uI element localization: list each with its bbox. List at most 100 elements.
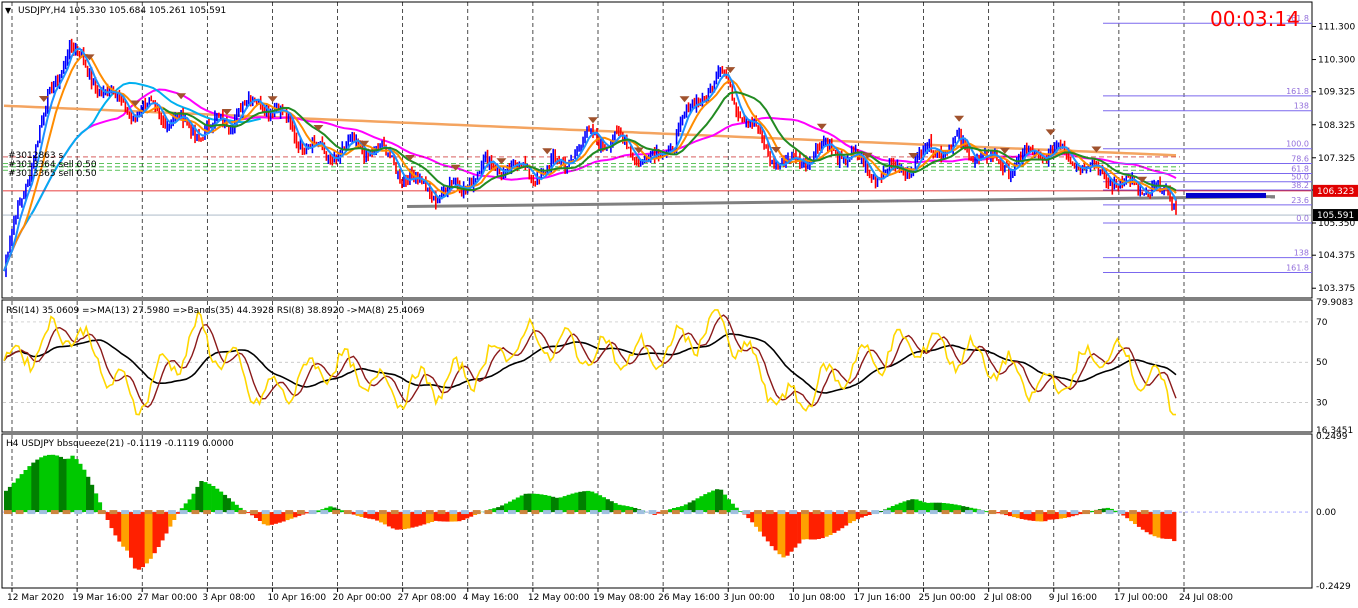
squeeze-bar (465, 512, 470, 519)
squeeze-bar (433, 512, 438, 521)
fib-level-label: 61.8 (1291, 164, 1309, 173)
squeeze-bar (164, 512, 169, 534)
squeeze-dot (1082, 510, 1090, 515)
squeeze-dot (168, 510, 176, 515)
time-tick-label: 20 Apr 00:00 (333, 593, 392, 603)
price-tick-label: 111.300 (1318, 23, 1355, 33)
squeeze-dot (672, 510, 680, 515)
squeeze-bar (586, 490, 591, 513)
squeeze-bar (695, 498, 700, 513)
squeeze-dot (929, 510, 938, 515)
squeeze-bar (547, 495, 552, 512)
squeeze-bar (601, 497, 606, 513)
squeeze-bar (531, 493, 536, 513)
squeeze-dot (191, 510, 200, 515)
squeeze-bar (394, 512, 399, 530)
squeeze-pane[interactable] (1, 433, 1313, 589)
time-tick-label: 17 Jul 00:00 (1114, 593, 1168, 603)
ma-slow-line (3, 53, 1177, 272)
time-tick-label: 12 Mar 2020 (7, 593, 64, 603)
squeeze-bar (937, 502, 942, 512)
squeeze-bar (1062, 512, 1067, 518)
squeeze-bar (152, 512, 157, 554)
squeeze-bar (35, 459, 40, 512)
squeeze-dot (50, 510, 59, 515)
time-tick-label: 27 Apr 08:00 (398, 593, 457, 603)
squeeze-bar (894, 504, 899, 513)
squeeze-bar (941, 503, 946, 513)
squeeze-bar (1160, 512, 1165, 539)
squeeze-bar (183, 503, 188, 512)
sell-arrow-icon (816, 123, 827, 130)
squeeze-bar (410, 512, 415, 528)
squeeze-bar (1144, 512, 1149, 533)
sell-arrow-icon (496, 158, 507, 165)
squeeze-bar (824, 512, 829, 537)
squeeze-dot (496, 510, 504, 515)
squeeze-dot (156, 510, 165, 515)
squeeze-bar (191, 493, 196, 513)
price-pane[interactable] (1, 1, 1313, 299)
squeeze-bar (683, 504, 689, 513)
time-tick-label: 19 May 08:00 (593, 593, 655, 603)
time-tick-label: 10 Jun 08:00 (788, 593, 845, 603)
squeeze-dot (74, 510, 83, 515)
squeeze-dot (27, 510, 36, 515)
squeeze-bar (289, 512, 294, 519)
sell-arrow-icon (633, 147, 644, 154)
squeeze-bar (1039, 512, 1044, 522)
squeeze-bar (691, 500, 696, 513)
squeeze-dot (754, 510, 762, 515)
squeeze-bar (1051, 512, 1056, 520)
squeeze-bar (758, 512, 763, 532)
squeeze-bar (1101, 508, 1107, 513)
time-tick-label: 12 May 00:00 (528, 593, 590, 603)
squeeze-bar (66, 458, 71, 513)
sell-arrow-icon (221, 108, 232, 115)
squeeze-bar (867, 512, 872, 515)
squeeze-dot (718, 510, 727, 515)
time-tick-label: 27 Mar 00:00 (137, 593, 197, 603)
squeeze-dot (414, 510, 422, 515)
squeeze-bar (789, 512, 794, 552)
squeeze-dot (308, 510, 317, 515)
time-tick-label: 25 Jun 00:00 (919, 593, 976, 603)
squeeze-bar (562, 496, 567, 513)
squeeze-bar (500, 505, 505, 513)
squeeze-bar (613, 503, 618, 513)
squeeze-bar (746, 512, 751, 519)
squeeze-bar (31, 462, 36, 513)
squeeze-dot (238, 510, 247, 515)
squeeze-bar (1168, 512, 1173, 539)
squeeze-bar (406, 512, 411, 529)
squeeze-bar (836, 512, 841, 531)
rsi-pane[interactable] (1, 299, 1313, 433)
squeeze-dot (332, 510, 340, 515)
squeeze-bar (726, 499, 731, 513)
squeeze-dot (15, 510, 24, 515)
sell-arrow-icon (450, 164, 461, 171)
squeeze-bar (840, 512, 845, 529)
squeeze-bar (390, 512, 396, 529)
squeeze-dot (1164, 510, 1173, 515)
sell-arrow-icon (404, 154, 415, 161)
squeeze-bar (605, 499, 610, 512)
squeeze-dot (1047, 510, 1055, 515)
squeeze-dot (215, 510, 223, 515)
squeeze-dot (965, 510, 973, 515)
squeeze-bar (218, 491, 224, 512)
squeeze-bar (226, 498, 231, 513)
squeeze-bar (910, 499, 915, 513)
time-tick-label: 3 Apr 08:00 (202, 593, 255, 603)
support-trend-line (406, 195, 1276, 208)
squeeze-bar (23, 470, 28, 513)
squeeze-bar (812, 512, 817, 540)
ma-cyan-line (3, 81, 261, 272)
squeeze-bar (722, 494, 728, 513)
squeeze-dot (355, 510, 364, 515)
squeeze-bar (574, 492, 579, 512)
squeeze-bar (187, 499, 192, 512)
squeeze-bar (257, 512, 263, 521)
fib-level-label: 23.6 (1291, 196, 1309, 205)
